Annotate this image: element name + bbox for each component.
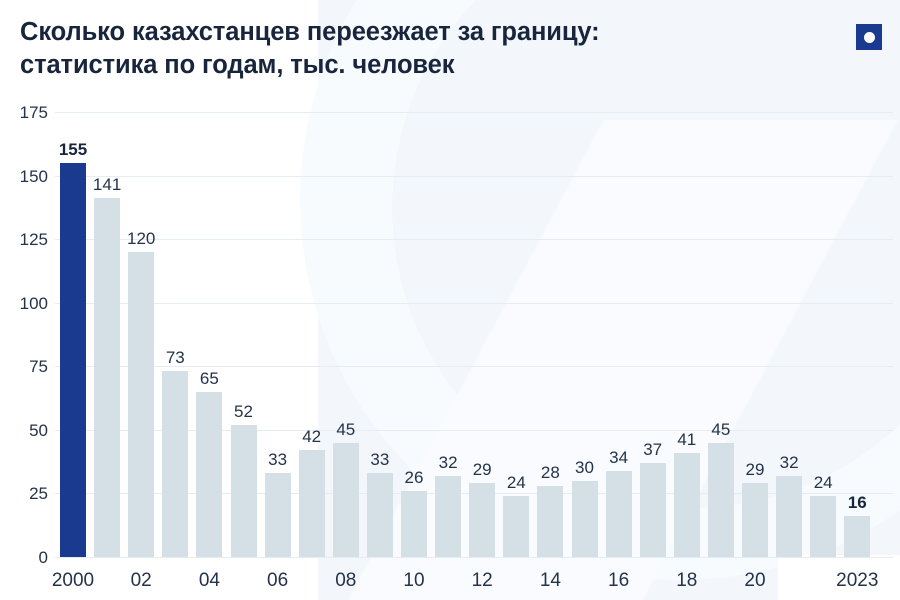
chart-header: Сколько казахстанцев переезжает за грани…	[0, 0, 900, 96]
y-axis-tick-label: 50	[29, 420, 48, 440]
title-line-1: Сколько казахстанцев переезжает за грани…	[20, 18, 600, 46]
gridline	[55, 175, 893, 177]
bar-2014[interactable]	[537, 485, 564, 557]
x-axis-tick-label-04: 04	[198, 570, 220, 591]
gridline	[55, 429, 893, 431]
gridline	[55, 302, 893, 304]
x-axis-tick-label-20: 20	[744, 570, 766, 591]
bar-value-label-2017: 37	[643, 439, 663, 459]
bar-value-label-2023: 16	[847, 493, 867, 513]
bar-value-label-2008: 45	[336, 419, 356, 439]
bar-2007[interactable]	[298, 450, 325, 557]
bar-value-label-2014: 28	[540, 462, 560, 482]
y-axis-tick-label: 75	[29, 357, 48, 377]
gridline	[55, 557, 893, 558]
bar-2017[interactable]	[639, 462, 666, 557]
y-axis-tick-label: 150	[19, 166, 48, 186]
bar-2011[interactable]	[435, 475, 462, 557]
bar-2013[interactable]	[503, 495, 530, 557]
x-axis-tick-label-02: 02	[130, 570, 152, 591]
bar-2000[interactable]	[60, 162, 86, 557]
bar-value-label-2002: 120	[127, 228, 156, 248]
x-axis-tick-label-16: 16	[608, 570, 630, 591]
bar-value-label-2021: 32	[779, 452, 799, 472]
bar-2008[interactable]	[332, 442, 359, 557]
bar-value-label-2007: 42	[302, 427, 322, 447]
bar-2006[interactable]	[264, 473, 291, 557]
bar-2012[interactable]	[469, 483, 496, 557]
x-axis-tick-label-14: 14	[539, 570, 561, 591]
bar-value-label-2010: 26	[404, 467, 424, 487]
bar-2016[interactable]	[605, 470, 632, 557]
bar-2001[interactable]	[94, 198, 121, 557]
bar-value-label-2019: 45	[711, 419, 731, 439]
bar-value-label-2016: 34	[609, 447, 629, 467]
bar-value-label-2012: 29	[472, 460, 492, 480]
y-axis-tick-label: 25	[29, 484, 48, 504]
bar-2002[interactable]	[128, 251, 155, 557]
bar-2019[interactable]	[707, 442, 734, 557]
x-axis-tick-label-2000: 2000	[51, 570, 95, 591]
bar-value-label-2011: 32	[438, 452, 458, 472]
title-line-2: статистика по годам, тыс. человек	[20, 51, 455, 79]
bar-2020[interactable]	[742, 483, 768, 557]
bar-value-label-2020: 29	[745, 460, 765, 480]
x-axis-tick-label-08: 08	[335, 570, 357, 591]
bar-value-label-2022: 24	[813, 472, 833, 492]
x-axis-tick-label-2023: 2023	[836, 570, 879, 591]
y-axis-tick-label: 100	[19, 293, 48, 313]
bar-2022[interactable]	[810, 495, 837, 557]
bar-value-label-2006: 33	[268, 450, 288, 470]
y-axis-tick-label: 175	[19, 103, 48, 122]
logo-inner-dot-icon	[863, 31, 875, 43]
bar-value-label-2009: 33	[370, 450, 390, 470]
bar-value-label-2018: 41	[677, 429, 697, 449]
bar-2010[interactable]	[401, 490, 427, 557]
bar-value-label-2005: 52	[234, 401, 253, 421]
x-axis-tick-label-18: 18	[676, 570, 698, 591]
bar-value-label-2003: 73	[165, 348, 185, 368]
x-axis-tick-label-12: 12	[471, 570, 493, 591]
bar-value-label-2000: 155	[58, 139, 88, 159]
y-axis-tick-label: 125	[19, 230, 48, 250]
bar-2005[interactable]	[230, 424, 257, 557]
gridline	[55, 366, 893, 368]
gridline	[55, 112, 893, 113]
x-axis-tick-label-10: 10	[403, 570, 425, 591]
bar-2015[interactable]	[571, 480, 598, 557]
y-axis-tick-label: 0	[38, 548, 48, 567]
x-axis-tick-label-06: 06	[267, 570, 289, 591]
bar-2023[interactable]	[844, 516, 871, 557]
gridline	[55, 239, 893, 241]
bar-value-label-2001: 141	[92, 175, 122, 195]
background-bottom-right-panel	[778, 555, 900, 600]
bar-value-label-2004: 65	[199, 368, 219, 388]
bar-2004[interactable]	[196, 391, 223, 557]
bar-2018[interactable]	[673, 452, 700, 557]
bar-value-label-2013: 24	[506, 472, 526, 492]
bar-2009[interactable]	[366, 473, 393, 557]
bar-2021[interactable]	[776, 475, 803, 557]
bar-value-label-2015: 30	[575, 457, 594, 477]
square-dot-logo-icon	[856, 24, 882, 50]
page-title: Сколько казахстанцев переезжает за грани…	[20, 16, 720, 82]
bar-2003[interactable]	[162, 371, 189, 557]
